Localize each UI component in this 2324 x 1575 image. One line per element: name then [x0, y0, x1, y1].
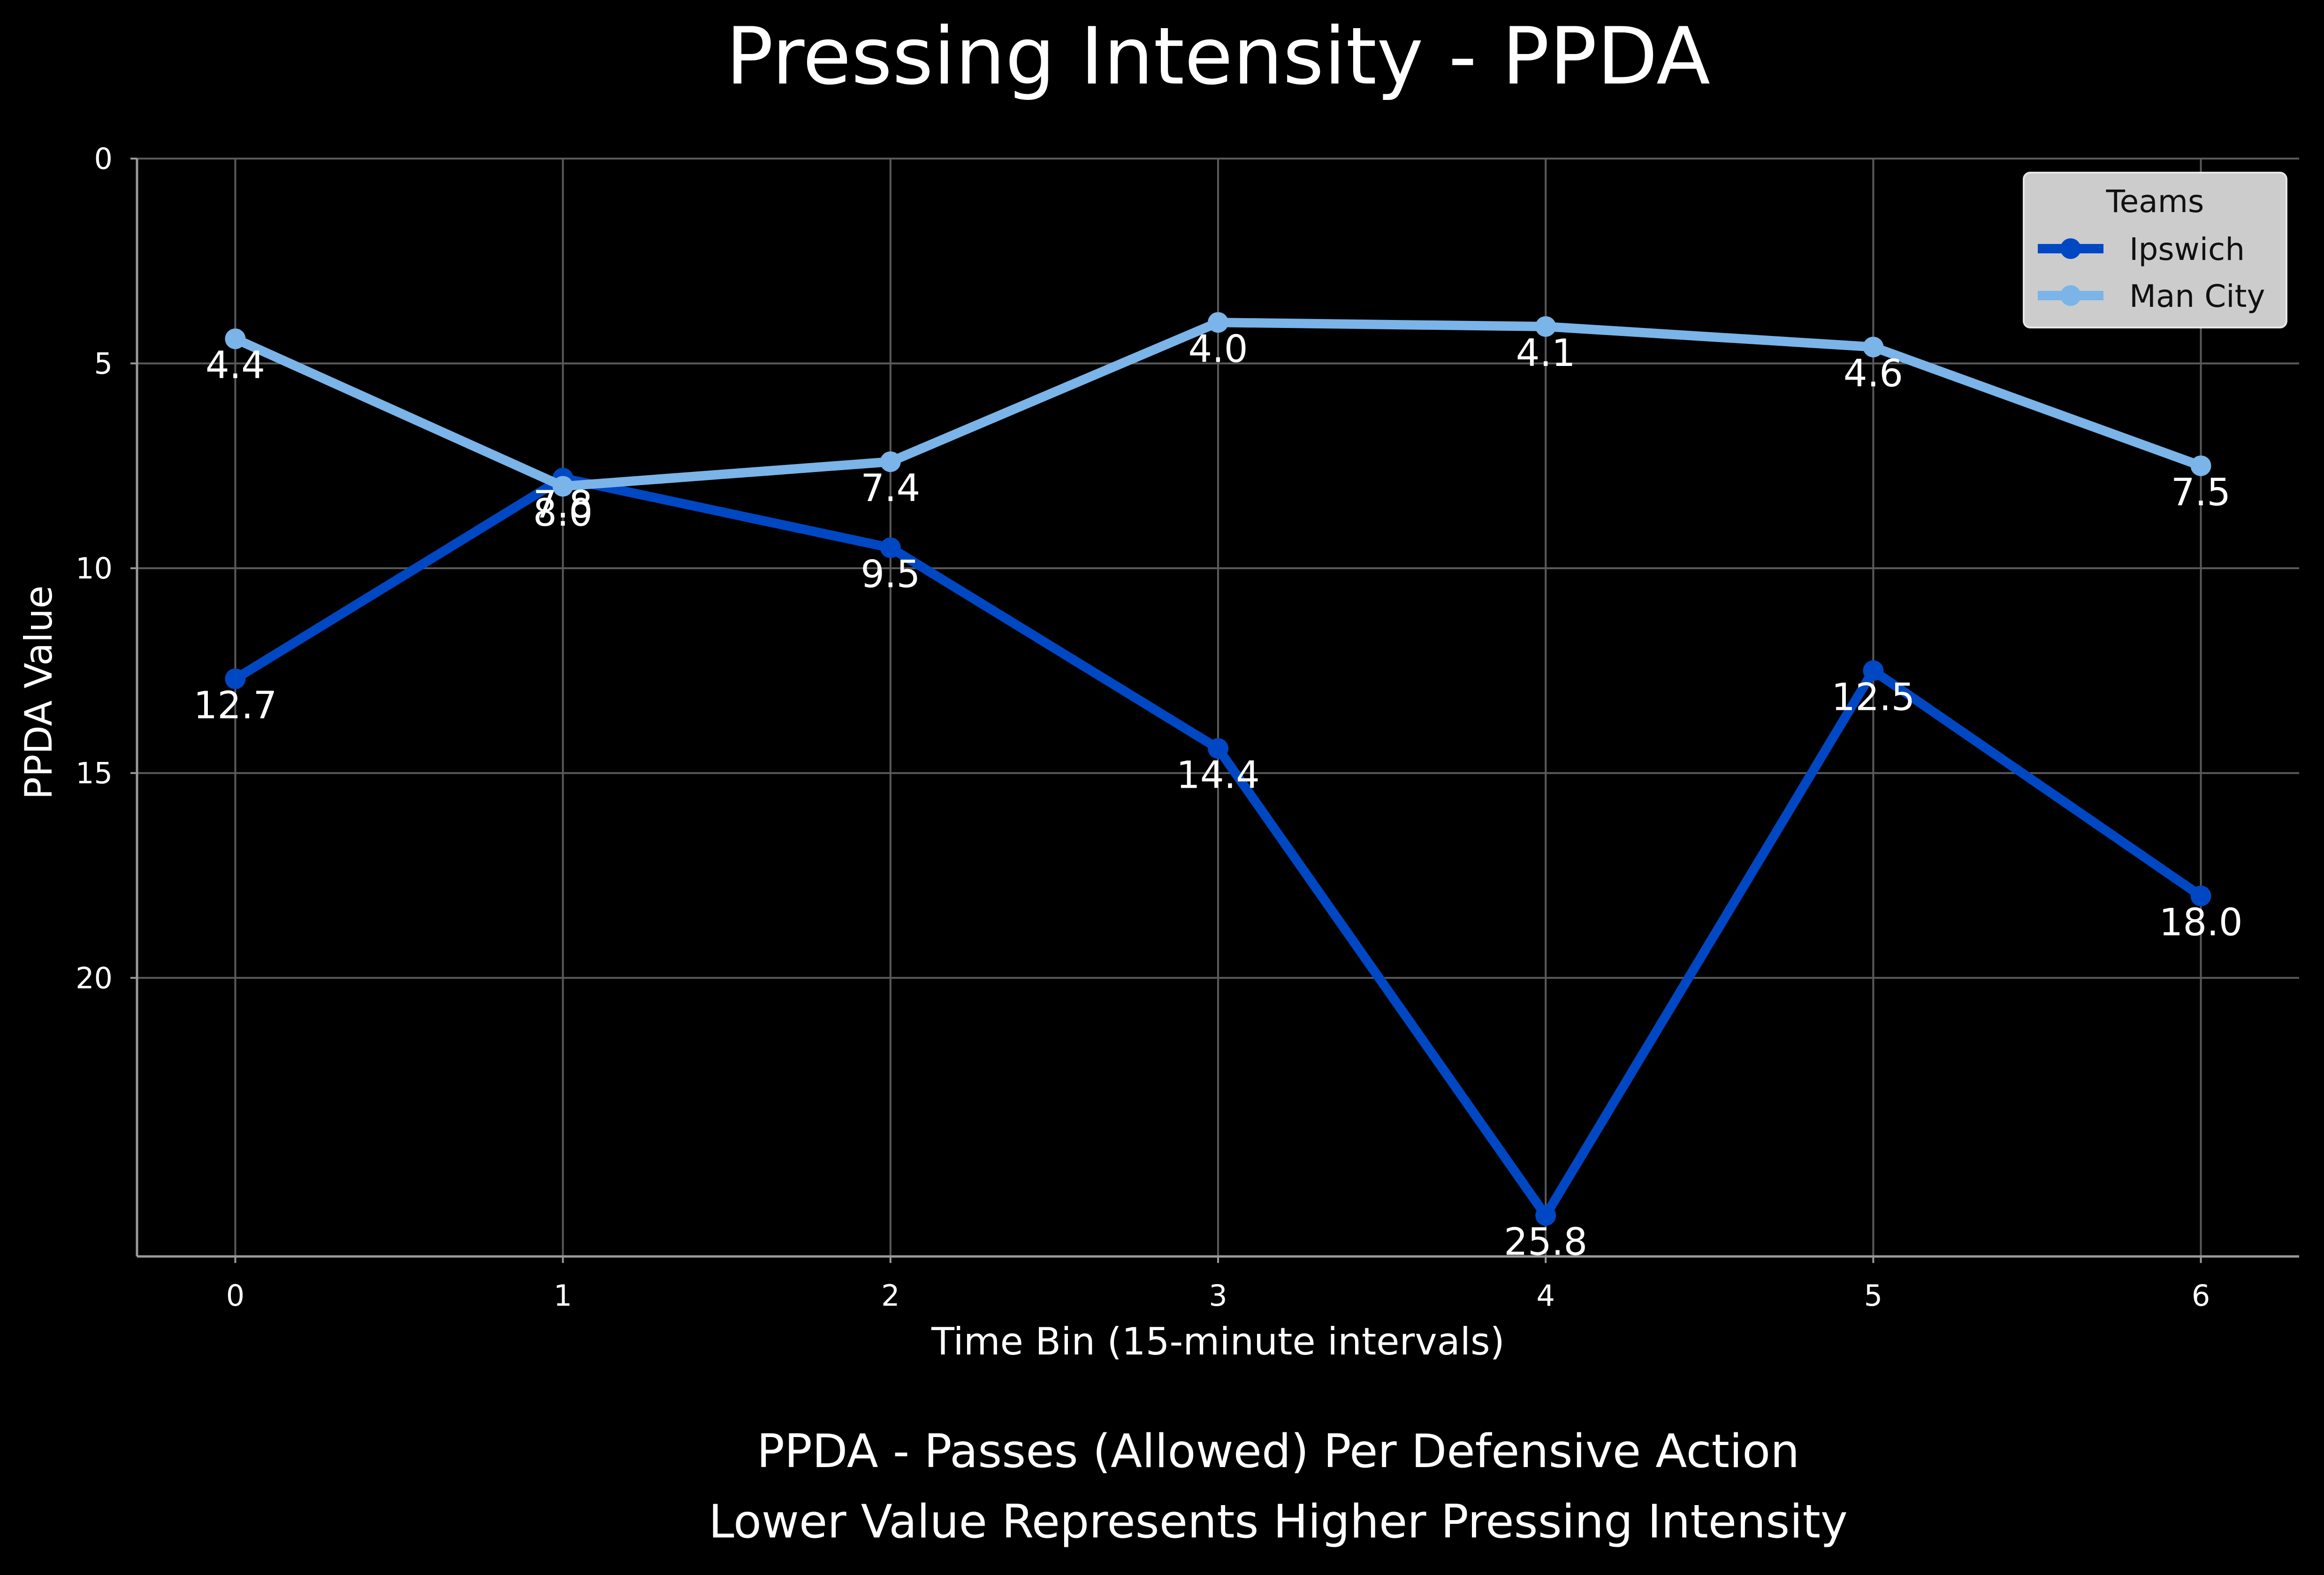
- data-point-man-city: [880, 451, 901, 472]
- data-point-ipswich: [2190, 885, 2211, 906]
- data-label-ipswich: 12.5: [1831, 675, 1915, 719]
- legend-marker-ipswich: [2060, 238, 2081, 259]
- data-label-man-city: 4.1: [1516, 331, 1576, 375]
- data-point-ipswich: [1863, 660, 1884, 681]
- y-axis-label: PPDA Value: [17, 586, 61, 800]
- data-label-man-city: 4.6: [1844, 352, 1903, 396]
- data-point-man-city: [552, 476, 573, 497]
- legend: Teams Ipswich Man City: [2023, 172, 2287, 328]
- data-label-ipswich: 14.4: [1176, 753, 1260, 797]
- subtitle-line-1: PPDA - Passes (Allowed) Per Defensive Ac…: [757, 1425, 1799, 1478]
- data-label-man-city: 4.4: [206, 343, 265, 387]
- x-tick-label: 5: [1864, 1278, 1882, 1313]
- data-point-man-city: [1535, 316, 1556, 337]
- data-label-man-city: 7.5: [2171, 471, 2231, 514]
- x-tick-label: 4: [1536, 1278, 1554, 1313]
- x-tick-label: 0: [226, 1278, 244, 1313]
- subtitle-line-2: Lower Value Represents Higher Pressing I…: [709, 1495, 1848, 1549]
- chart-title: Pressing Intensity - PPDA: [726, 10, 1710, 102]
- legend-label-ipswich: Ipswich: [2129, 231, 2245, 267]
- y-tick-label: 5: [94, 347, 113, 381]
- data-point-ipswich: [225, 668, 246, 689]
- x-tick-label: 3: [1209, 1278, 1227, 1313]
- data-label-man-city: 7.4: [861, 466, 920, 510]
- x-tick-label: 6: [2192, 1278, 2210, 1313]
- data-label-ipswich: 7.8: [533, 483, 593, 526]
- data-point-ipswich: [1208, 738, 1228, 759]
- legend-label-man-city: Man City: [2129, 278, 2265, 314]
- data-point-ipswich: [1535, 1205, 1556, 1226]
- data-label-ipswich: 25.8: [1504, 1220, 1587, 1264]
- data-point-ipswich: [880, 537, 901, 558]
- x-axis-label: Time Bin (15-minute intervals): [931, 1320, 1505, 1363]
- legend-box: [2023, 172, 2287, 328]
- y-tick-label: 15: [76, 756, 113, 791]
- y-tick-label: 20: [76, 961, 113, 995]
- legend-marker-man-city: [2060, 285, 2081, 306]
- x-tick-label: 2: [881, 1278, 899, 1313]
- data-label-ipswich: 12.7: [193, 684, 277, 727]
- y-tick-label: 10: [76, 551, 113, 586]
- data-point-man-city: [1208, 312, 1228, 333]
- data-label-man-city: 8.0: [533, 491, 593, 535]
- data-point-man-city: [2190, 455, 2211, 476]
- data-point-man-city: [1863, 336, 1884, 358]
- data-label-man-city: 4.0: [1188, 327, 1248, 371]
- data-label-ipswich: 9.5: [861, 552, 920, 596]
- y-tick-label: 0: [94, 142, 113, 176]
- x-tick-label: 1: [554, 1278, 572, 1313]
- axis-layer: 0 1 2 3 4 5 6 0 5 10 15 20: [76, 142, 2299, 1313]
- data-label-ipswich: 18.0: [2159, 901, 2242, 944]
- data-label-layer: 12.7 7.8 9.5 14.4 25.8 12.5 18.0 4.4 8.0 7.4 4.0 4.…: [193, 327, 2242, 1263]
- series-layer: [225, 312, 2211, 1226]
- data-point-man-city: [225, 328, 246, 350]
- legend-title: Teams: [2106, 183, 2204, 220]
